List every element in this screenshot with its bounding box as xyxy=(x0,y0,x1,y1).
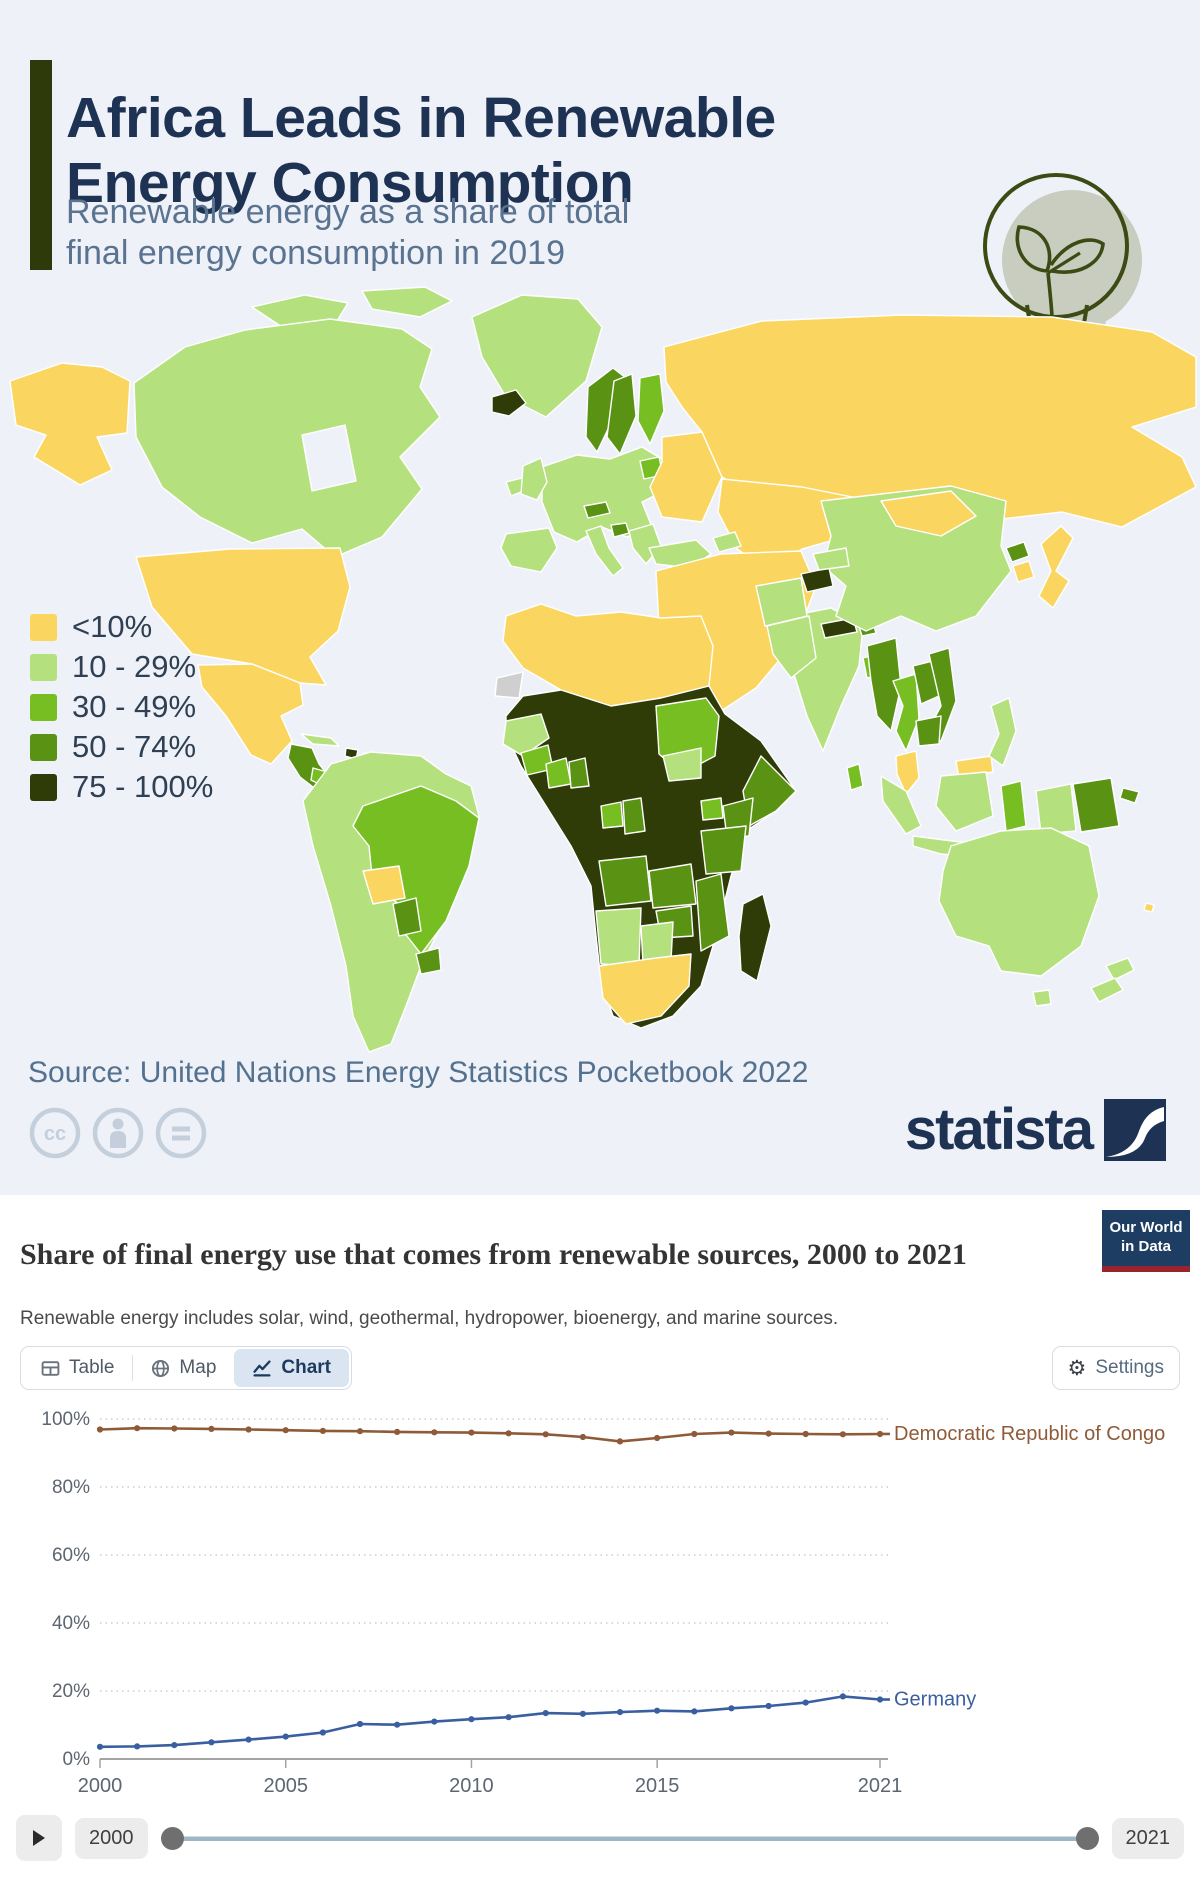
source-attribution: Source: United Nations Energy Statistics… xyxy=(28,1056,809,1089)
infographic-title: Africa Leads in Renewable Energy Consump… xyxy=(66,86,966,215)
owid-chart-panel: Share of final energy use that comes fro… xyxy=(0,1195,1200,1878)
attribution-icon[interactable] xyxy=(91,1106,145,1160)
svg-text:2005: 2005 xyxy=(263,1775,308,1797)
legend-label: 50 - 74% xyxy=(72,729,197,764)
svg-text:60%: 60% xyxy=(52,1545,90,1566)
chart-title: Share of final energy use that comes fro… xyxy=(20,1237,967,1271)
map-canada xyxy=(133,318,441,558)
table-icon xyxy=(41,1360,60,1376)
svg-text:Democratic Republic of Congo: Democratic Republic of Congo xyxy=(894,1423,1165,1445)
svg-text:40%: 40% xyxy=(52,1613,90,1634)
legend-item: 50 - 74% xyxy=(30,727,213,767)
tab-chart-label: Chart xyxy=(281,1357,332,1378)
legend-item: 75 - 100% xyxy=(30,767,213,807)
play-button[interactable] xyxy=(16,1815,62,1861)
svg-text:20%: 20% xyxy=(52,1681,90,1702)
map-finland xyxy=(637,373,665,445)
title-accent-bar xyxy=(30,60,52,270)
legend-label: 30 - 49% xyxy=(72,689,197,724)
title-line-1: Africa Leads in Renewable xyxy=(66,86,776,151)
tab-table-label: Table xyxy=(69,1357,115,1378)
legend-label: 10 - 29% xyxy=(72,649,197,684)
map-japan xyxy=(1038,525,1074,609)
map-south-africa xyxy=(598,953,692,1025)
map-alaska xyxy=(9,362,131,486)
map-europe xyxy=(541,446,668,543)
statista-logo: statista xyxy=(905,1096,1166,1163)
svg-text:2015: 2015 xyxy=(635,1775,680,1797)
infographic-subtitle: Renewable energy as a share of total fin… xyxy=(66,192,766,275)
settings-label: Settings xyxy=(1095,1357,1164,1378)
tab-divider xyxy=(132,1355,134,1381)
svg-text:100%: 100% xyxy=(41,1409,90,1430)
timeline-end-year[interactable]: 2021 xyxy=(1111,1817,1184,1859)
statista-infographic: Africa Leads in Renewable Energy Consump… xyxy=(0,0,1200,1195)
subtitle-line-1: Renewable energy as a share of total xyxy=(66,193,630,231)
tab-chart[interactable]: Chart xyxy=(234,1349,350,1387)
svg-text:cc: cc xyxy=(44,1123,66,1145)
chart-controls: Table Map Chart xyxy=(20,1345,1180,1391)
license-icons: cc xyxy=(28,1106,208,1160)
slider-handle-end[interactable] xyxy=(1075,1827,1099,1850)
statista-logo-mark xyxy=(1104,1098,1166,1161)
map-iceland xyxy=(491,389,527,417)
svg-text:2000: 2000 xyxy=(78,1775,123,1797)
creative-commons-icon[interactable]: cc xyxy=(28,1106,82,1160)
map-russia xyxy=(663,314,1197,528)
map-legend: <10% 10 - 29% 30 - 49% 50 - 74% 75 - 100… xyxy=(30,607,213,807)
legend-swatch-2 xyxy=(30,693,57,721)
svg-text:0%: 0% xyxy=(63,1749,91,1770)
tab-table[interactable]: Table xyxy=(23,1349,132,1387)
no-derivatives-icon[interactable] xyxy=(154,1106,208,1160)
legend-swatch-3 xyxy=(30,733,57,761)
map-mexico xyxy=(197,663,304,765)
globe-icon xyxy=(152,1359,170,1377)
map-usa xyxy=(135,547,351,686)
our-world-in-data-logo[interactable]: Our World in Data xyxy=(1102,1210,1190,1272)
slider-track[interactable] xyxy=(170,1836,1089,1841)
map-greenland xyxy=(471,294,603,418)
play-icon xyxy=(33,1830,45,1846)
timeline-start-year[interactable]: 2000 xyxy=(75,1817,148,1859)
slider-handle-start[interactable] xyxy=(160,1827,184,1850)
legend-swatch-0 xyxy=(30,613,57,641)
svg-text:Germany: Germany xyxy=(894,1689,976,1711)
subtitle-line-2: final energy consumption in 2019 xyxy=(66,234,565,273)
legend-item: 30 - 49% xyxy=(30,687,213,727)
world-choropleth-map xyxy=(0,285,1200,1055)
owid-logo-line1: Our World xyxy=(1109,1219,1183,1237)
view-tab-group: Table Map Chart xyxy=(20,1346,353,1390)
line-chart: 0% 20% 40% 60% 80% 100% 2000 2005 2010 2015 2021 De… xyxy=(41,1409,1165,1797)
map-papua-new-guinea xyxy=(1072,777,1120,833)
gear-icon: ⚙ xyxy=(1067,1356,1087,1380)
svg-text:80%: 80% xyxy=(52,1477,90,1498)
legend-swatch-1 xyxy=(30,653,57,681)
legend-item: <10% xyxy=(30,607,213,647)
timeline-slider[interactable] xyxy=(160,1813,1099,1863)
map-sweden xyxy=(606,373,637,455)
owid-logo-line2: in Data xyxy=(1120,1238,1171,1255)
tab-map-label: Map xyxy=(179,1357,217,1378)
chart-subtitle: Renewable energy includes solar, wind, g… xyxy=(20,1308,839,1329)
line-chart-icon xyxy=(253,1359,271,1377)
legend-label: <10% xyxy=(72,609,153,644)
map-australia xyxy=(938,827,1100,977)
tab-map[interactable]: Map xyxy=(133,1349,234,1387)
legend-item: 10 - 29% xyxy=(30,647,213,687)
settings-button[interactable]: ⚙ Settings xyxy=(1051,1346,1180,1390)
legend-label: 75 - 100% xyxy=(72,769,214,804)
svg-text:2021: 2021 xyxy=(858,1775,903,1797)
map-north-africa xyxy=(502,603,714,707)
svg-text:2010: 2010 xyxy=(449,1775,494,1797)
title-line-2: Energy Consumption xyxy=(66,150,634,215)
legend-swatch-4 xyxy=(30,773,57,801)
timeline-controls: 2000 2021 xyxy=(16,1813,1184,1863)
statista-wordmark: statista xyxy=(904,1097,1094,1162)
map-madagascar xyxy=(738,893,772,982)
